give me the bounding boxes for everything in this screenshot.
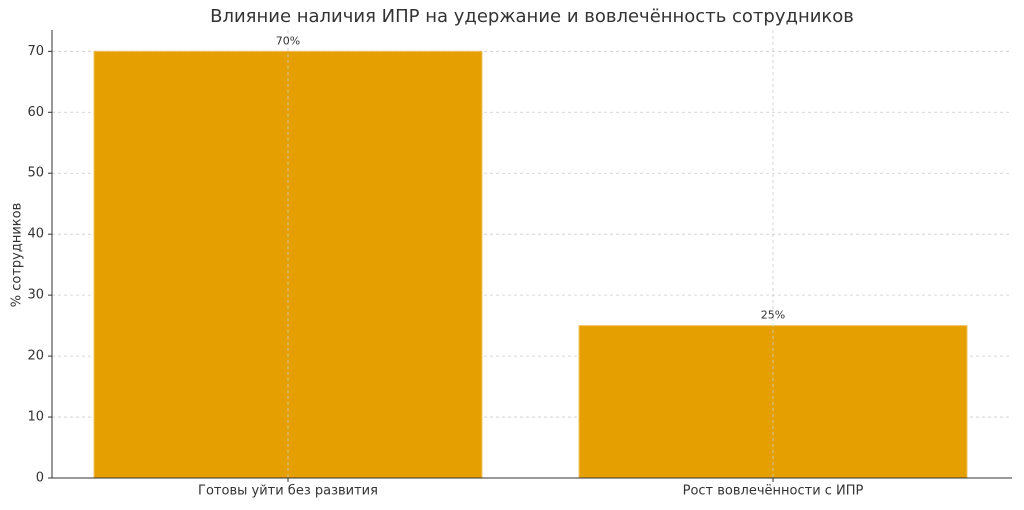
y-tick-label: 10: [27, 410, 44, 425]
chart-title: Влияние наличия ИПР на удержание и вовле…: [210, 6, 854, 27]
y-tick-label: 30: [27, 288, 44, 303]
y-tick-label: 40: [27, 227, 44, 242]
y-tick-label: 60: [27, 105, 44, 120]
x-tick-label: Готовы уйти без развития: [198, 484, 378, 499]
x-tick-label: Рост вовлечённости с ИПР: [683, 484, 864, 499]
y-axis-label: % сотрудников: [10, 203, 25, 308]
value-label: 25%: [761, 309, 785, 322]
value-label: 70%: [276, 34, 300, 47]
y-tick-label: 0: [36, 471, 44, 486]
y-tick-label: 50: [27, 166, 44, 181]
y-tick-label: 20: [27, 349, 44, 364]
y-tick-label: 70: [27, 44, 44, 59]
